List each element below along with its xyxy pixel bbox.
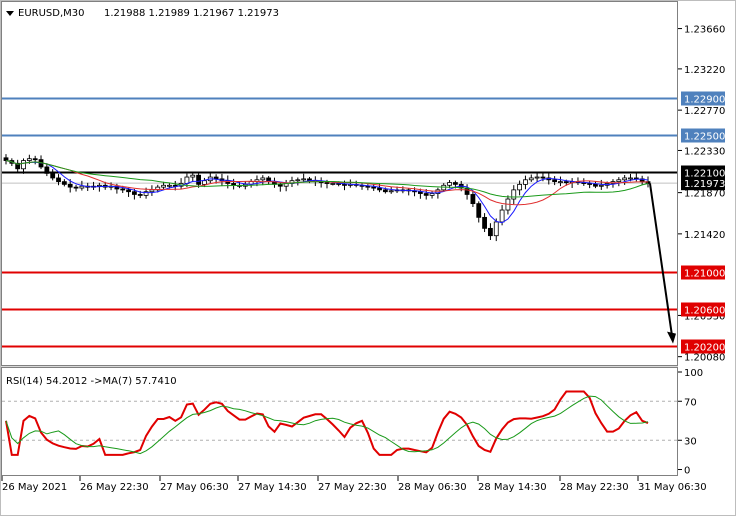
level-price-box xyxy=(681,265,725,280)
y-tick-label: 1.23660 xyxy=(684,25,725,36)
candle xyxy=(196,171,202,188)
symbol-label: EURUSD,M30 xyxy=(18,8,84,19)
x-tick-label: 31 May 06:30 xyxy=(638,482,707,493)
current-price-box xyxy=(681,177,725,191)
candle xyxy=(417,188,423,199)
candle xyxy=(476,201,482,223)
rsi-ma-line xyxy=(5,395,649,455)
x-tick-label: 27 May 22:30 xyxy=(318,482,387,493)
rsi-tick-label: 100 xyxy=(684,368,703,379)
candle xyxy=(558,176,563,187)
candle xyxy=(365,184,371,191)
level-price-label: 1.20600 xyxy=(684,306,725,317)
level-price-box xyxy=(681,339,725,354)
rsi-tick-label: 30 xyxy=(684,436,697,447)
candle xyxy=(44,163,50,177)
candle xyxy=(482,213,487,233)
x-tick-label: 28 May 14:30 xyxy=(478,482,547,493)
candle xyxy=(56,174,61,186)
axis-layer: 1.23660 1.23220 1.22770 1.22330 1.21870 1.214… xyxy=(1,25,725,493)
candle xyxy=(534,171,540,182)
x-tick-label: 26 May 2021 xyxy=(2,482,67,493)
price-layer xyxy=(2,97,677,348)
dropdown-triangle-icon[interactable] xyxy=(6,11,14,16)
level-price-box xyxy=(681,165,725,180)
level-price-box xyxy=(681,128,725,143)
candle xyxy=(371,184,377,191)
candle xyxy=(21,158,26,174)
level-price-box xyxy=(681,302,725,317)
rsi-label: RSI(14) 54.2012 ->MA(7) 57.7410 xyxy=(6,376,177,387)
rsi-panel xyxy=(1,367,678,476)
level-price-label: 1.22900 xyxy=(684,95,725,106)
candle xyxy=(488,223,493,241)
candle xyxy=(61,179,67,187)
candle xyxy=(429,190,435,199)
candle xyxy=(622,175,628,185)
candle xyxy=(470,190,476,207)
candle xyxy=(523,175,528,190)
y-tick-label: 1.22330 xyxy=(684,146,725,157)
candle xyxy=(50,169,56,181)
ma-slow-line xyxy=(5,160,649,198)
ohlc-label: 1.21988 1.21989 1.21967 1.21973 xyxy=(104,8,279,19)
candle xyxy=(493,218,499,242)
y-tick-label: 1.20080 xyxy=(684,353,725,364)
y-tick-label: 1.21870 xyxy=(684,189,725,200)
candle xyxy=(517,180,522,196)
candle xyxy=(587,180,593,189)
candle xyxy=(499,204,505,226)
x-tick-label: 28 May 06:30 xyxy=(398,482,467,493)
y-tick-label: 1.22770 xyxy=(684,106,725,117)
candle xyxy=(593,181,598,189)
chart-header: EURUSD,M30 1.21988 1.21989 1.21967 1.219… xyxy=(6,8,279,19)
candle xyxy=(73,184,79,192)
x-tick-label: 28 May 22:30 xyxy=(560,482,629,493)
level-price-label: 1.21000 xyxy=(684,269,725,280)
rsi-tick-label: 70 xyxy=(684,397,697,408)
rsi-tick-label: 0 xyxy=(684,466,690,477)
candle xyxy=(301,173,307,183)
y-tick-label: 1.20530 xyxy=(684,311,725,322)
x-tick-label: 26 May 22:30 xyxy=(80,482,149,493)
x-tick-label: 27 May 14:30 xyxy=(238,482,307,493)
candle xyxy=(511,185,517,205)
candle xyxy=(528,174,534,182)
candle xyxy=(260,175,266,186)
candle xyxy=(616,177,622,187)
y-tick-label: 1.23220 xyxy=(684,65,725,76)
y-tick-label: 1.21420 xyxy=(684,230,725,241)
level-price-box xyxy=(681,91,725,106)
rsi-layer xyxy=(2,390,677,456)
candle xyxy=(161,181,166,190)
candle xyxy=(190,171,196,182)
projection-arrow xyxy=(649,183,676,344)
current-price-label: 1.21973 xyxy=(684,179,725,190)
candle xyxy=(552,176,558,186)
candle xyxy=(32,155,38,165)
level-price-label: 1.22500 xyxy=(684,132,725,143)
x-tick-label: 27 May 06:30 xyxy=(160,482,229,493)
level-price-label: 1.22100 xyxy=(684,169,725,180)
candle xyxy=(295,177,301,186)
candle xyxy=(131,188,137,200)
candle xyxy=(388,186,394,194)
level-price-label: 1.20200 xyxy=(684,343,725,354)
candle xyxy=(15,159,21,173)
